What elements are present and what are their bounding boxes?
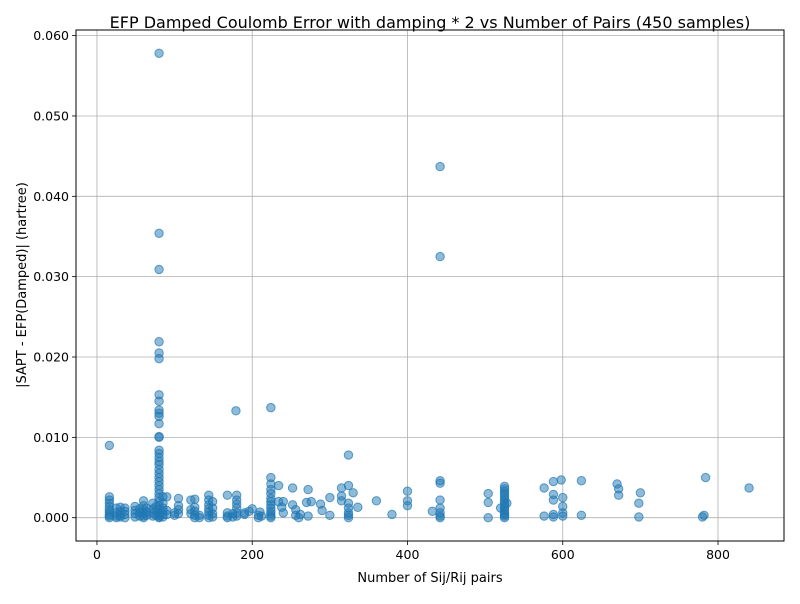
data-point	[353, 502, 363, 512]
data-point	[190, 494, 200, 504]
data-point	[387, 509, 397, 520]
y-tick-label: 0.040	[33, 189, 69, 204]
data-point	[162, 509, 172, 520]
x-axis-label: Number of Sij/Rij pairs	[357, 571, 502, 586]
data-point	[635, 488, 646, 498]
data-point	[613, 490, 624, 500]
y-tick-label: 0.020	[33, 350, 69, 365]
data-point	[295, 509, 306, 520]
data-point	[371, 496, 382, 506]
data-point	[558, 511, 568, 521]
data-point	[194, 512, 205, 523]
chart-title: EFP Damped Coulomb Error with damping * …	[110, 13, 751, 32]
y-tick-label: 0.010	[33, 430, 69, 445]
data-point	[435, 512, 445, 523]
x-tick-label: 200	[240, 547, 264, 562]
data-point	[402, 486, 413, 496]
data-point	[303, 484, 313, 495]
data-point	[435, 495, 445, 505]
data-point	[266, 402, 276, 413]
data-point	[539, 511, 549, 521]
data-point	[154, 353, 164, 364]
data-point	[548, 476, 559, 487]
x-tick-label: 0	[93, 547, 101, 562]
data-point	[343, 480, 354, 491]
y-tick-label: 0.050	[33, 108, 69, 123]
data-point	[483, 512, 493, 523]
data-point	[154, 432, 164, 443]
data-point	[222, 490, 233, 500]
data-point	[435, 478, 445, 488]
x-tick-label: 400	[396, 547, 420, 562]
data-point	[576, 510, 587, 520]
data-point	[278, 496, 288, 507]
data-point	[287, 483, 298, 493]
data-point	[231, 406, 241, 416]
data-point	[402, 500, 413, 511]
data-point	[548, 495, 559, 505]
data-point	[435, 161, 445, 172]
data-point	[104, 440, 115, 451]
data-point	[154, 337, 164, 347]
data-point	[634, 512, 644, 522]
y-tick-label: 0.000	[33, 510, 69, 525]
y-tick-label: 0.030	[33, 269, 69, 284]
data-point	[548, 512, 559, 522]
x-tick-label: 600	[551, 547, 575, 562]
x-tick-label: 800	[706, 547, 730, 562]
data-point	[634, 498, 644, 508]
data-point	[558, 492, 568, 503]
data-point	[325, 510, 335, 520]
data-point	[483, 488, 493, 499]
data-point	[207, 512, 218, 522]
data-point	[154, 396, 164, 406]
data-point	[539, 483, 549, 493]
plot-frame	[75, 29, 785, 542]
data-point	[317, 505, 327, 516]
grid-layer	[76, 30, 784, 541]
data-point	[154, 48, 164, 59]
data-point	[273, 480, 284, 491]
y-axis-label: |SAPT - EFP(Damped)| (hartree)	[15, 182, 30, 388]
data-point	[173, 508, 184, 519]
data-point	[120, 512, 130, 523]
data-point	[483, 497, 493, 508]
data-point	[325, 492, 335, 503]
data-point	[502, 498, 512, 508]
data-point	[247, 504, 257, 514]
data-point	[278, 508, 288, 518]
data-point	[427, 506, 438, 516]
data-point	[556, 475, 566, 485]
points-layer	[104, 48, 754, 523]
data-point	[343, 512, 354, 523]
data-point	[744, 483, 754, 493]
data-point	[266, 512, 276, 523]
data-point	[256, 511, 267, 521]
data-point	[303, 511, 313, 521]
data-point	[435, 251, 445, 262]
data-point	[499, 512, 510, 523]
data-point	[154, 418, 164, 429]
data-point	[699, 510, 709, 520]
ticks-layer: 0 200 400 600 800 0.000 0.010 0.020 0.030 0.040 0.…	[33, 28, 730, 562]
data-point	[231, 511, 242, 521]
data-point	[343, 450, 354, 460]
data-point	[700, 472, 711, 483]
data-point	[306, 496, 316, 507]
data-point	[348, 488, 358, 498]
data-point	[576, 476, 587, 486]
y-tick-label: 0.060	[33, 28, 69, 43]
data-point	[154, 228, 164, 238]
data-point	[162, 492, 172, 502]
data-point	[154, 264, 164, 275]
